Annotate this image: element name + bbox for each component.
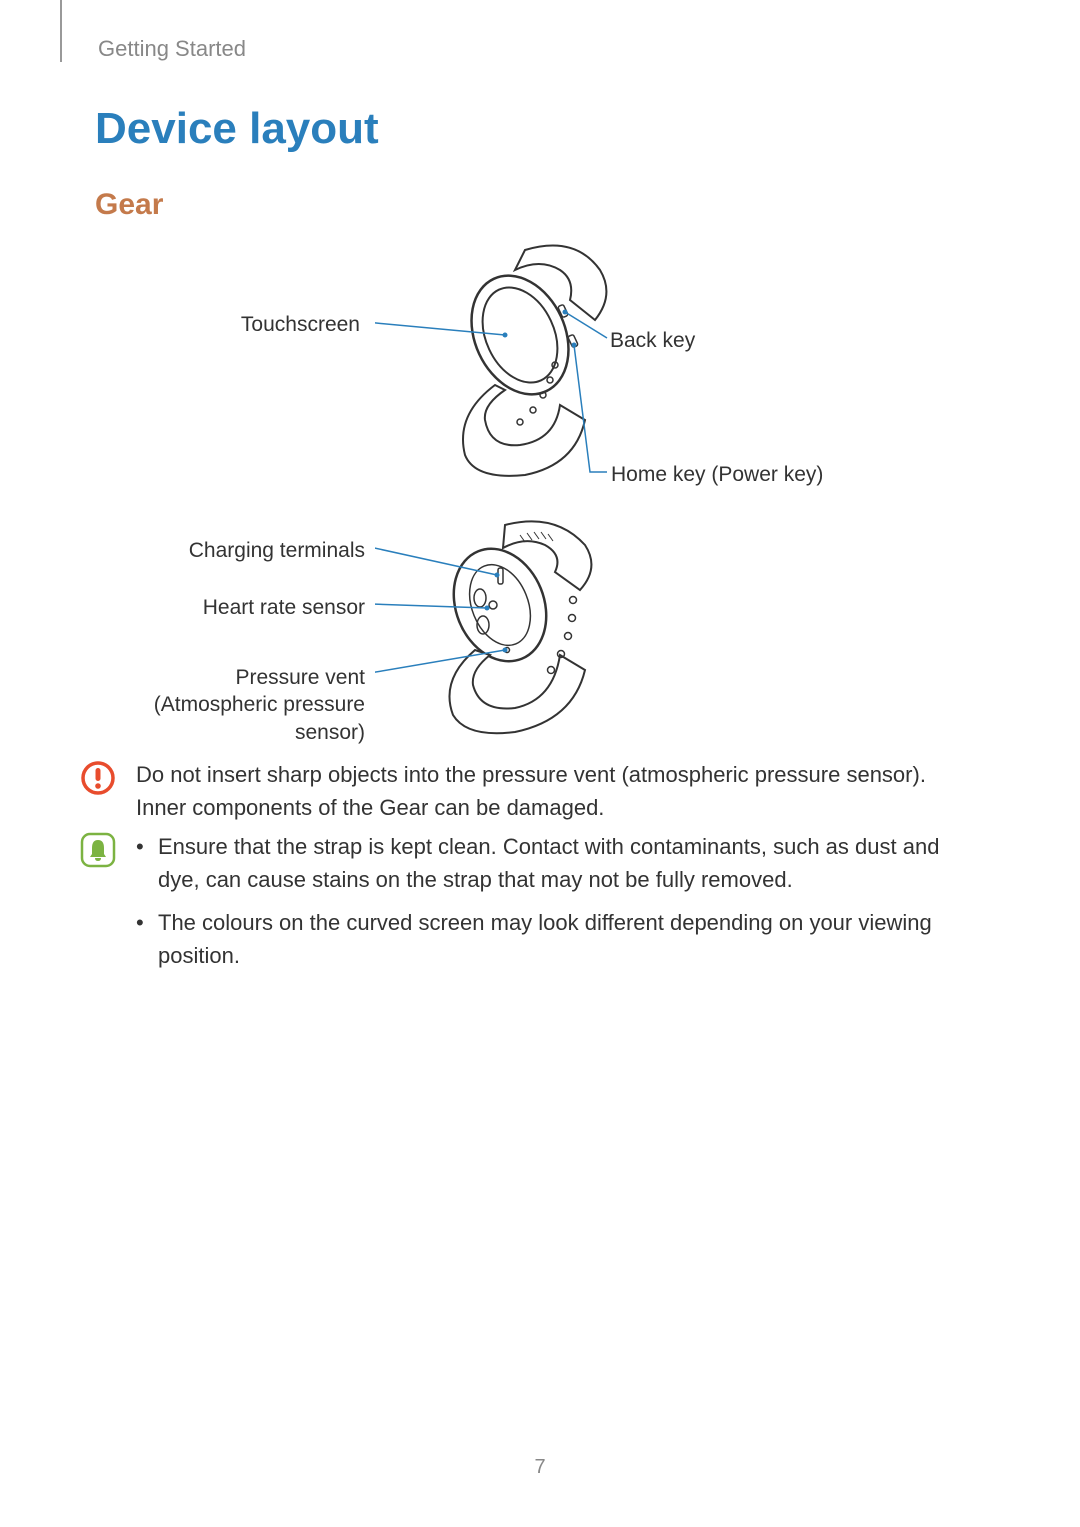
info-text: Ensure that the strap is kept clean. Con… [136, 830, 980, 982]
warning-note: Do not insert sharp objects into the pre… [80, 758, 980, 824]
callout-pressure-vent: Pressure vent (Atmospheric pressure sens… [140, 664, 365, 746]
section-indicator-bar [60, 0, 62, 62]
device-back-illustration [375, 520, 635, 740]
breadcrumb: Getting Started [98, 36, 246, 62]
info-note: Ensure that the strap is kept clean. Con… [80, 830, 980, 982]
callout-charging-terminals: Charging terminals [175, 537, 365, 564]
device-diagram: Touchscreen Back key Home key (Power key… [95, 240, 975, 740]
callout-back-key: Back key [610, 327, 695, 354]
page-number: 7 [0, 1456, 1080, 1479]
page-title: Device layout [95, 104, 379, 154]
device-front-illustration [375, 240, 635, 490]
info-bullet-item: Ensure that the strap is kept clean. Con… [136, 830, 980, 896]
alert-icon [80, 760, 116, 796]
warning-text: Do not insert sharp objects into the pre… [136, 758, 980, 824]
info-bullet-list: Ensure that the strap is kept clean. Con… [136, 830, 980, 972]
section-subtitle: Gear [95, 188, 163, 222]
callout-heart-rate-sensor: Heart rate sensor [185, 594, 365, 621]
bell-icon [80, 832, 116, 868]
callout-home-key: Home key (Power key) [611, 461, 823, 488]
callout-touchscreen: Touchscreen [240, 311, 360, 338]
info-bullet-item: The colours on the curved screen may loo… [136, 906, 980, 972]
